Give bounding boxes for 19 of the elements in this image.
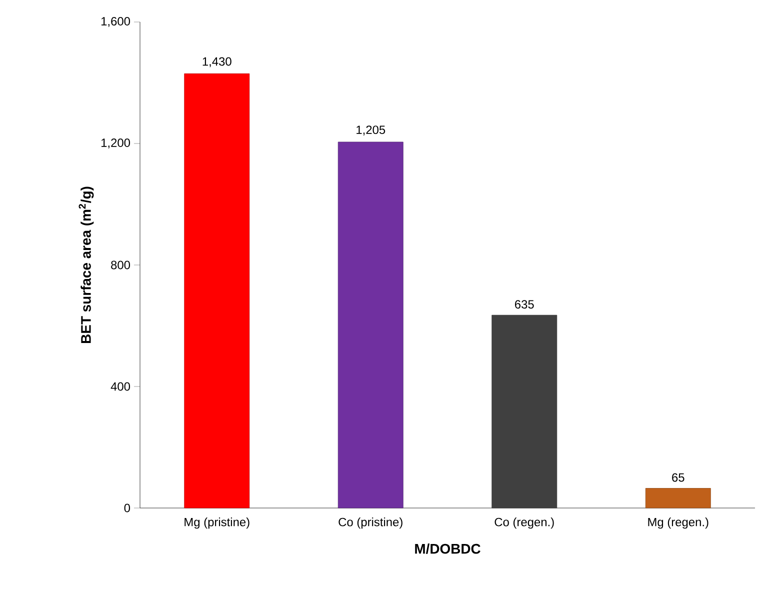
bar xyxy=(492,314,558,508)
bar xyxy=(338,142,404,508)
y-tick-label: 1,600 xyxy=(101,17,130,27)
y-tick-label: 0 xyxy=(124,504,130,512)
y-axis-title: BET surface area (m$^{2}$/g) xyxy=(78,186,94,343)
x-axis-title: M/DOBDC xyxy=(415,544,480,554)
data-label: 1,205 xyxy=(356,126,386,136)
bar xyxy=(645,488,711,508)
x-tick-label: Co (pristine) xyxy=(338,518,402,529)
bar xyxy=(184,73,250,508)
data-label: 635 xyxy=(515,300,534,309)
data-label: 1,430 xyxy=(202,57,232,68)
x-tick-label: Mg (regen.) xyxy=(648,518,708,529)
data-label: 65 xyxy=(672,473,684,482)
y-tick-label: 400 xyxy=(110,382,130,391)
y-tick-label: 800 xyxy=(111,260,130,270)
x-tick-label: Mg (pristine) xyxy=(184,518,250,529)
x-tick-label: Co (regen.) xyxy=(494,518,554,529)
y-tick-label: 1,200 xyxy=(101,138,130,148)
